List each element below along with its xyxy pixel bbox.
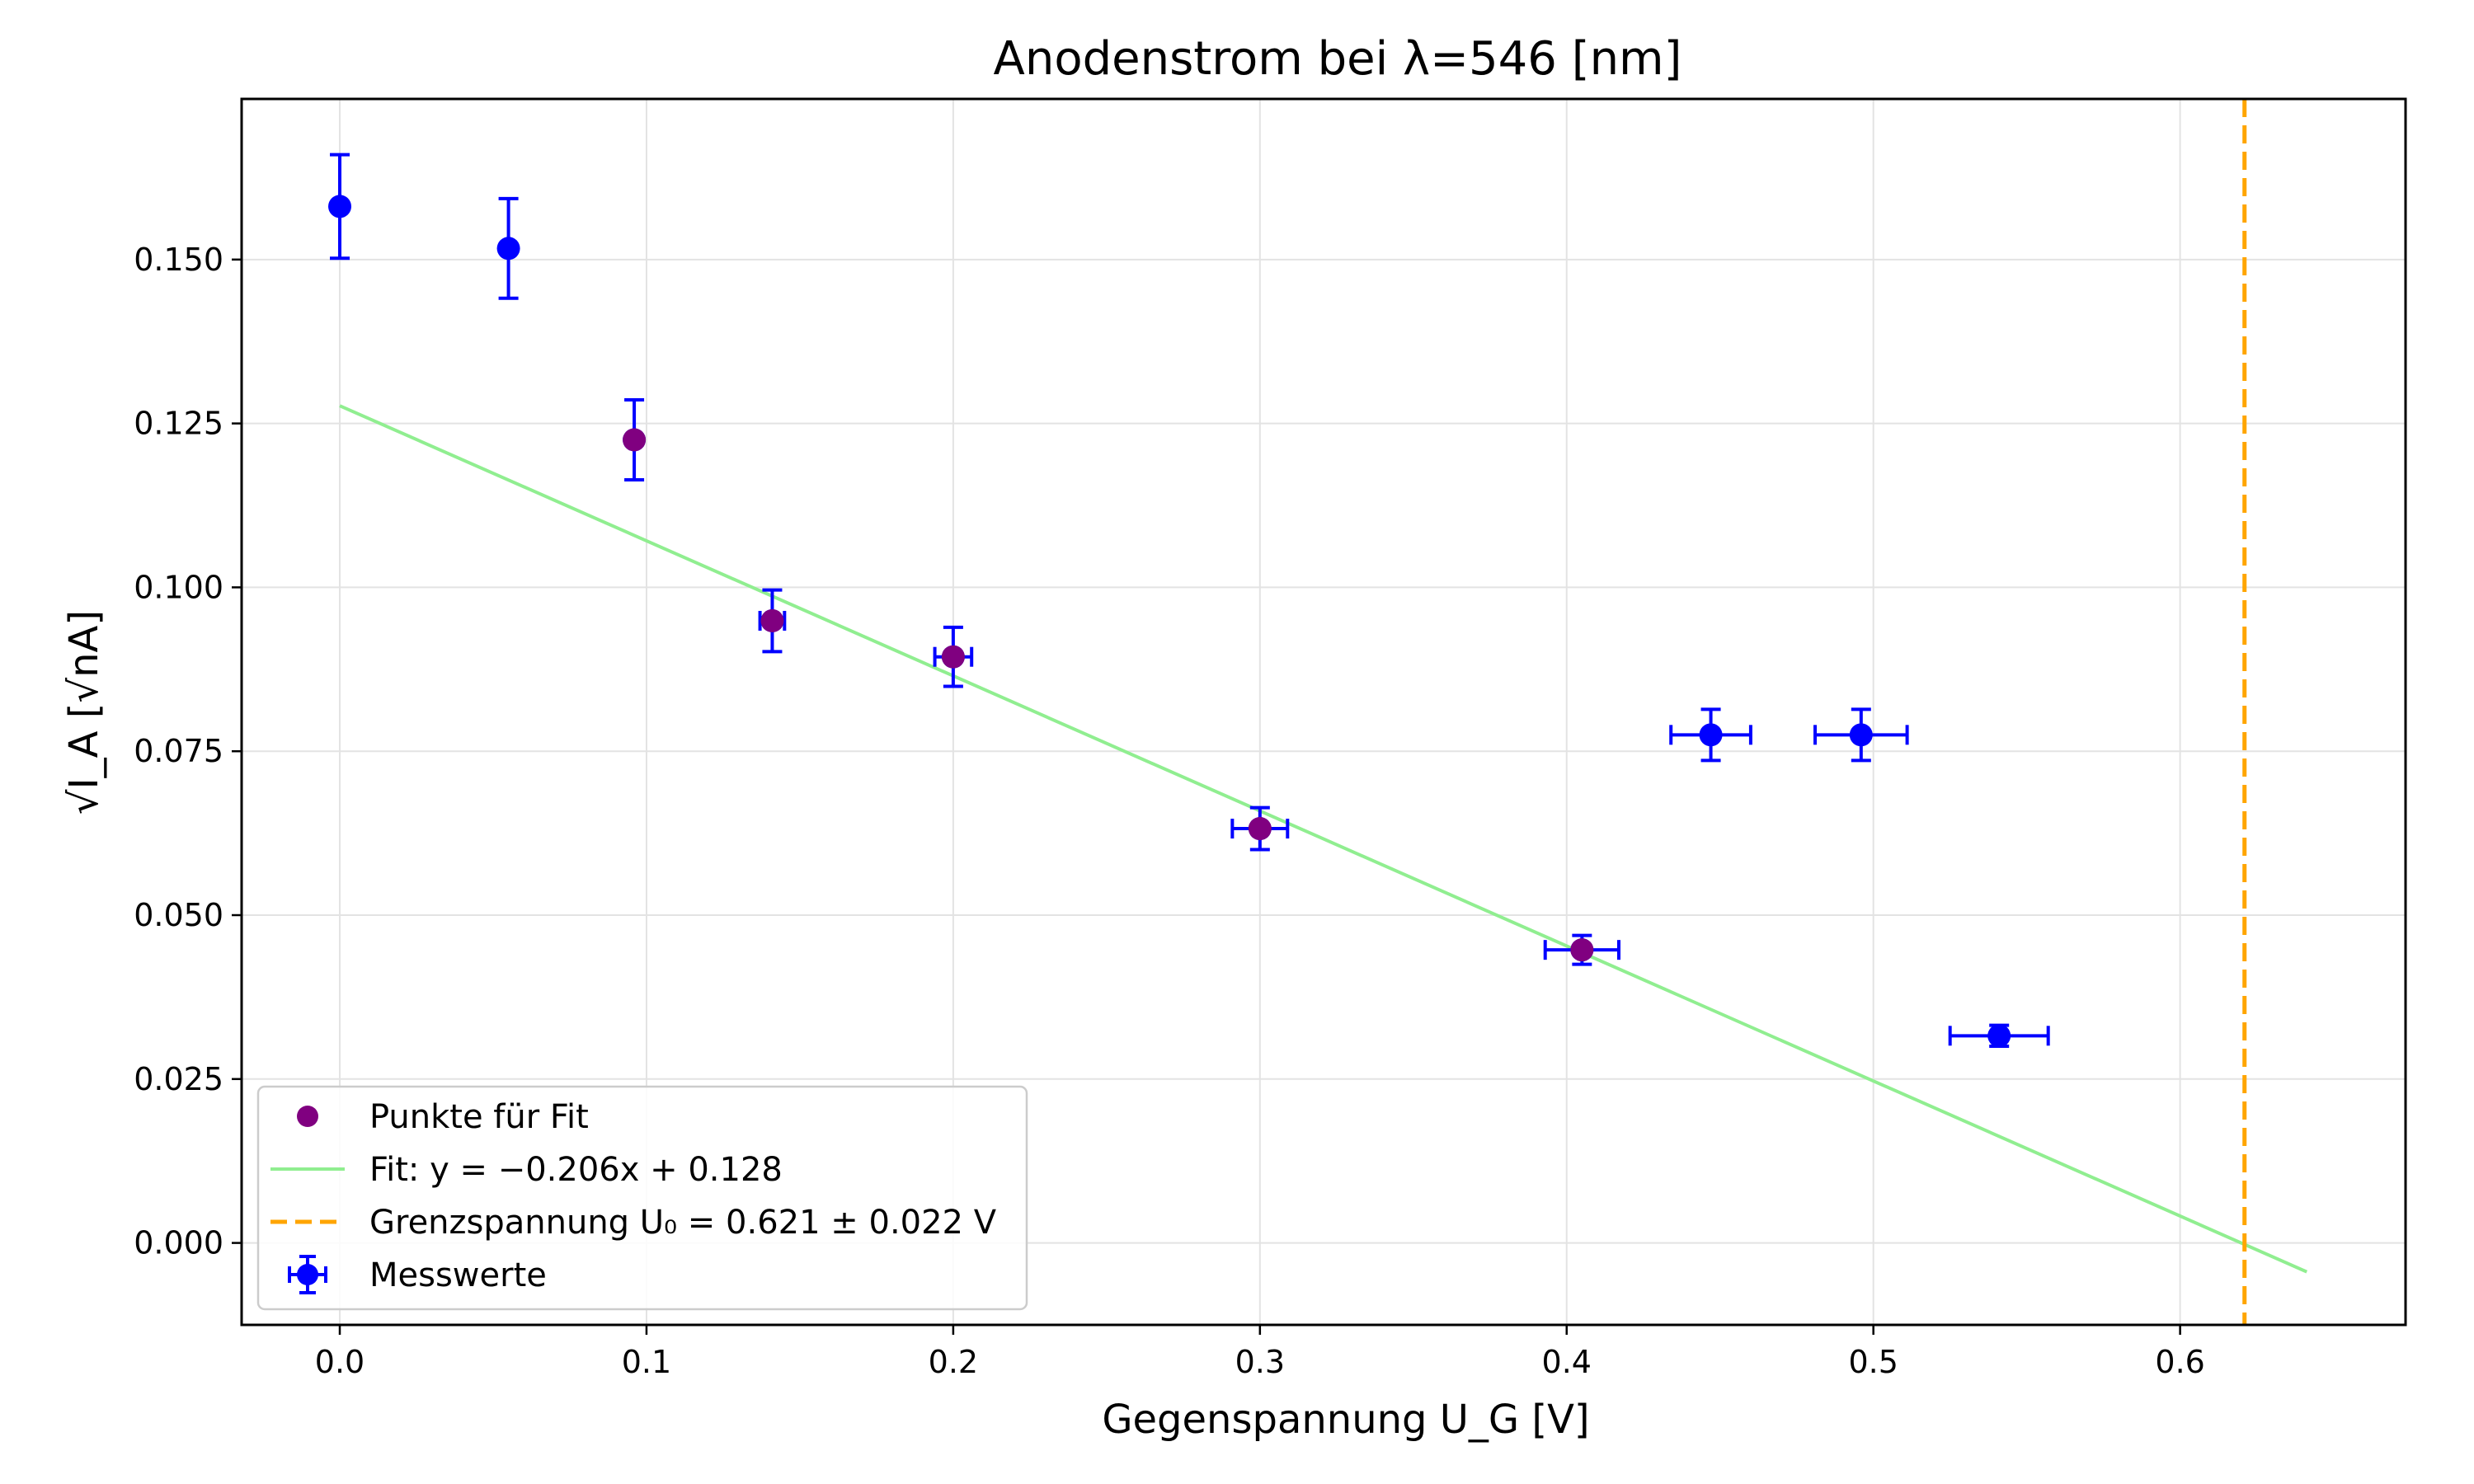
plot-frame xyxy=(240,97,2407,1327)
y-tick-label: 0.075 xyxy=(134,733,223,769)
measurement-marker xyxy=(1987,1024,2011,1048)
legend-swatch xyxy=(297,1106,318,1127)
legend-label: Messwerte xyxy=(369,1256,547,1294)
legend-label: Punkte für Fit xyxy=(369,1098,589,1136)
y-tick-label: 0.025 xyxy=(134,1061,223,1097)
measurement-marker xyxy=(496,237,520,261)
y-tick-label: 0.000 xyxy=(134,1225,223,1261)
legend-swatch xyxy=(297,1264,318,1285)
fit-point-marker xyxy=(941,645,965,669)
x-tick-label: 0.6 xyxy=(2155,1344,2204,1380)
y-tick-label: 0.125 xyxy=(134,406,223,442)
x-tick-label: 0.0 xyxy=(315,1344,365,1380)
legend-box xyxy=(256,1085,1028,1311)
legend: Punkte für Fit Fit: y = −0.206x + 0.128 Gr… xyxy=(256,1085,1028,1311)
data-point xyxy=(1813,707,1909,763)
fit-line xyxy=(339,404,2308,1274)
fit-point-marker xyxy=(1248,817,1272,841)
measurement-marker xyxy=(1699,723,1723,747)
x-tick-label: 0.4 xyxy=(1542,1344,1592,1380)
legend-label: Fit: y = −0.206x + 0.128 xyxy=(369,1151,783,1189)
y-tick-label: 0.100 xyxy=(134,569,223,605)
plot-area xyxy=(328,99,2308,1325)
data-point xyxy=(328,153,352,261)
legend-item: Messwerte xyxy=(288,1255,547,1294)
axis-ticks: 0.0 0.1 0.2 0.3 0.4 0.5 0.6 0.000 0.025 0.050 0.07… xyxy=(134,242,2205,1380)
x-axis-label: Gegenspannung U_G [V] xyxy=(1102,1397,1589,1443)
measurement-marker xyxy=(1849,723,1873,747)
data-point xyxy=(1669,707,1752,763)
y-tick-label: 0.050 xyxy=(134,897,223,933)
y-axis-label: √I_A [√nA] xyxy=(61,610,107,815)
fit-point-marker xyxy=(760,608,784,632)
measurement-marker xyxy=(328,195,352,218)
legend-item: Fit: y = −0.206x + 0.128 xyxy=(270,1151,783,1189)
x-tick-label: 0.1 xyxy=(622,1344,671,1380)
data-point xyxy=(496,196,520,300)
chart-title: Anodenstrom bei λ=546 [nm] xyxy=(994,32,1682,86)
y-tick-label: 0.150 xyxy=(134,242,223,278)
x-tick-label: 0.5 xyxy=(1848,1344,1898,1380)
legend-item: Punkte für Fit xyxy=(297,1098,589,1136)
legend-label: Grenzspannung U₀ = 0.621 ± 0.022 V xyxy=(369,1204,997,1242)
data-point xyxy=(1948,1023,2050,1049)
x-tick-label: 0.3 xyxy=(1235,1344,1285,1380)
x-tick-label: 0.2 xyxy=(929,1344,978,1380)
fit-point-marker xyxy=(623,428,647,452)
fit-point-marker xyxy=(1570,938,1594,962)
legend-item: Grenzspannung U₀ = 0.621 ± 0.022 V xyxy=(270,1204,997,1242)
